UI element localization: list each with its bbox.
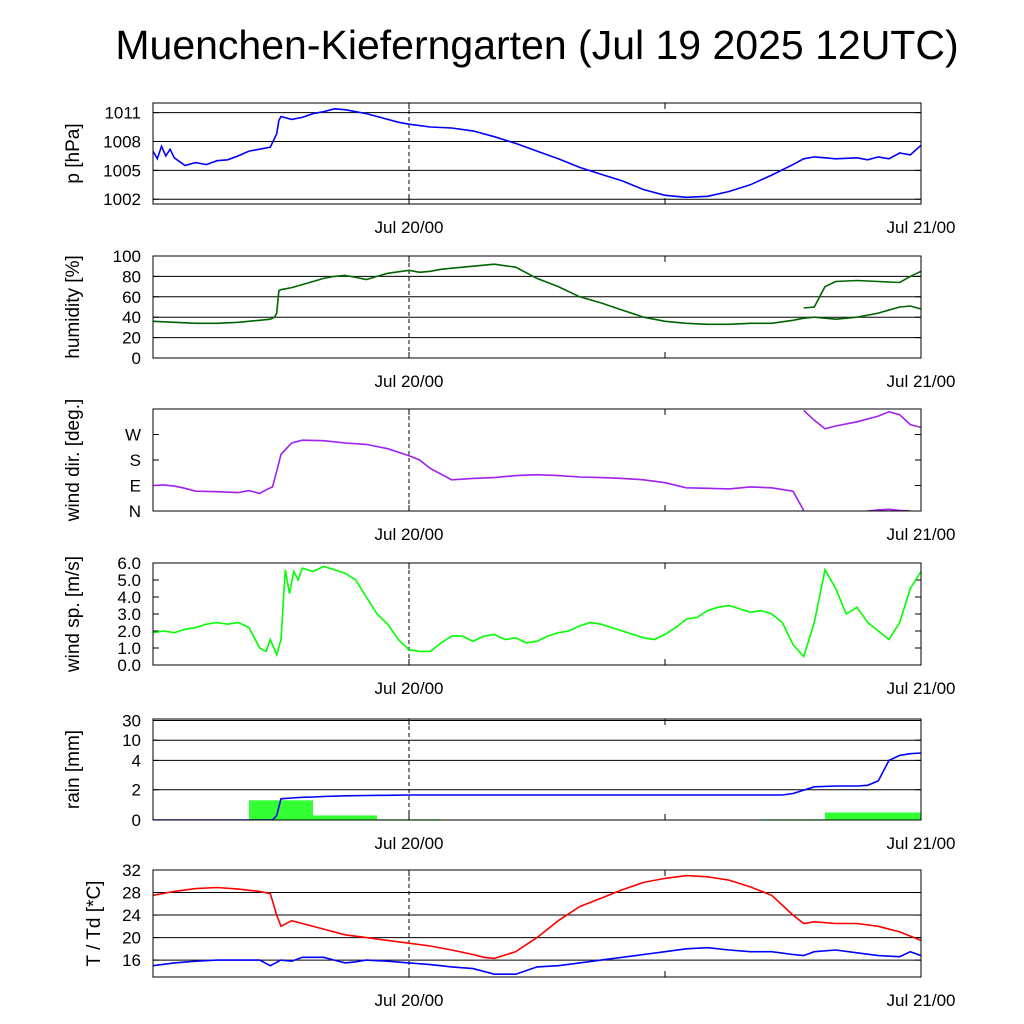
x-tick-label: Jul 20/00 bbox=[375, 218, 444, 237]
plot-frame bbox=[152, 562, 922, 666]
y-tick-label: 32 bbox=[122, 861, 141, 880]
series-line-1 bbox=[153, 565, 921, 659]
x-tick-label: Jul 21/00 bbox=[887, 218, 956, 237]
x-tick-label: Jul 20/00 bbox=[375, 372, 444, 391]
y-tick-label: 4.0 bbox=[117, 588, 141, 607]
y-tick-label: 4 bbox=[132, 751, 141, 770]
y-axis-label: p [hPa] bbox=[63, 123, 84, 183]
y-axis-label: humidity [%] bbox=[63, 255, 84, 358]
page-title: Muenchen-Kieferngarten (Jul 19 2025 12UT… bbox=[115, 22, 959, 68]
y-tick-label: 3.0 bbox=[117, 605, 141, 624]
y-tick-label: 1002 bbox=[103, 190, 141, 209]
rain-bar bbox=[249, 800, 313, 820]
y-tick-label: W bbox=[125, 426, 141, 445]
y-tick-label: 40 bbox=[122, 308, 141, 327]
series-line-1 bbox=[153, 439, 805, 511]
y-axis-label: wind dir. [deg.] bbox=[63, 399, 84, 523]
plot-frame bbox=[152, 718, 922, 821]
y-tick-label: 0 bbox=[132, 349, 141, 368]
y-tick-label: 5.0 bbox=[117, 571, 141, 590]
x-tick-label: Jul 21/00 bbox=[887, 991, 956, 1010]
x-tick-label: Jul 20/00 bbox=[375, 991, 444, 1010]
y-tick-label: 28 bbox=[122, 884, 141, 903]
panel-1: 1002 1005 1008 1011 Jul 20/00 Jul 21/00 p [hPa… bbox=[63, 102, 956, 237]
x-tick-label: Jul 20/00 bbox=[375, 525, 444, 544]
y-tick-label: 2.0 bbox=[117, 622, 141, 641]
y-axis-label: wind sp. [m/s] bbox=[63, 556, 84, 673]
y-axis-label: T / Td [*C] bbox=[84, 881, 105, 967]
y-tick-label: 30 bbox=[122, 712, 141, 731]
y-tick-label: 6.0 bbox=[117, 554, 141, 573]
y-tick-label: 1005 bbox=[103, 161, 141, 180]
y-tick-label: 24 bbox=[122, 906, 141, 925]
y-tick-label: 0 bbox=[132, 811, 141, 830]
y-tick-label: E bbox=[130, 477, 141, 496]
x-tick-label: Jul 21/00 bbox=[887, 679, 956, 698]
rain-bar bbox=[825, 812, 921, 820]
y-tick-label: 1008 bbox=[103, 132, 141, 151]
series-line-1 bbox=[153, 263, 921, 326]
panel-6: 16 20 24 28 32 Jul 20/00 Jul 21/00 T / Td [*C] bbox=[84, 861, 956, 1010]
y-tick-label: 16 bbox=[122, 951, 141, 970]
series-line-2 bbox=[803, 270, 921, 309]
y-tick-label: 2 bbox=[132, 781, 141, 800]
y-tick-label: 0.0 bbox=[117, 656, 141, 675]
series-line-1 bbox=[153, 107, 921, 199]
series-line-2 bbox=[803, 409, 921, 430]
y-tick-label: 1011 bbox=[104, 104, 141, 123]
x-tick-label: Jul 21/00 bbox=[887, 525, 956, 544]
plot-frame bbox=[152, 255, 922, 359]
x-tick-label: Jul 21/00 bbox=[887, 834, 956, 853]
y-tick-label: N bbox=[129, 502, 141, 521]
series-line-1 bbox=[153, 874, 921, 960]
x-tick-label: Jul 21/00 bbox=[887, 372, 956, 391]
y-tick-label: 80 bbox=[122, 267, 141, 286]
plot-frame bbox=[152, 869, 922, 978]
y-tick-label: S bbox=[130, 451, 141, 470]
series-line-2 bbox=[153, 946, 921, 976]
panel-4: 0.01.02.03.04.05.06.0 Jul 20/00 Jul 21/00 w… bbox=[63, 554, 956, 698]
y-tick-label: 10 bbox=[122, 731, 141, 750]
y-tick-label: 20 bbox=[122, 329, 141, 348]
y-axis-label: rain [mm] bbox=[63, 730, 84, 809]
plot-frame bbox=[152, 408, 922, 512]
x-tick-label: Jul 20/00 bbox=[375, 834, 444, 853]
plot-frame bbox=[152, 102, 922, 205]
x-tick-label: Jul 20/00 bbox=[375, 679, 444, 698]
y-tick-label: 60 bbox=[122, 288, 141, 307]
series-line-1 bbox=[153, 752, 921, 820]
y-tick-label: 1.0 bbox=[117, 639, 141, 658]
rain-bar bbox=[313, 815, 377, 820]
y-tick-label: 100 bbox=[113, 247, 141, 266]
y-tick-label: 20 bbox=[122, 929, 141, 948]
